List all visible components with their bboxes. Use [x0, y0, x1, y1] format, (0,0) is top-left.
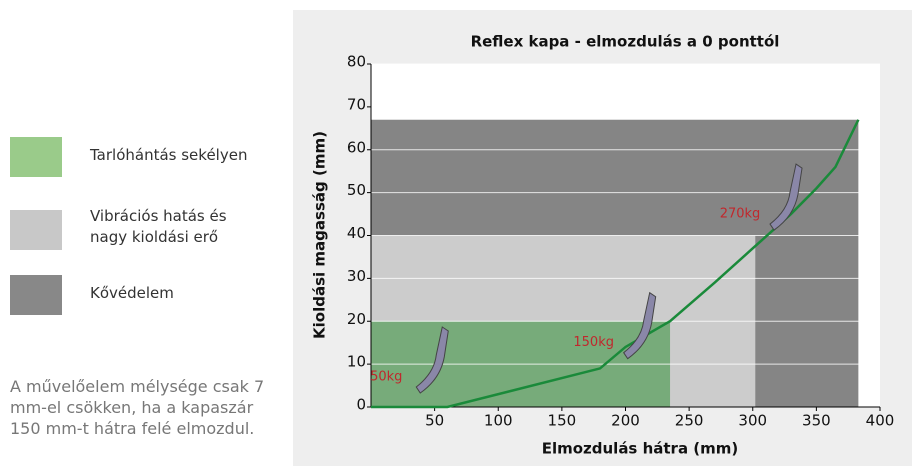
x-axis-label: Elmozdulás hátra (mm)	[542, 440, 739, 458]
y-tick-label: 40	[347, 224, 366, 242]
x-tick-label: 250	[675, 412, 704, 430]
y-tick-label: 20	[347, 310, 366, 328]
tine-icon	[623, 291, 657, 360]
y-tick-label: 60	[347, 138, 366, 156]
legend-label: Tarlóhántás sekélyen	[90, 146, 248, 164]
y-tick-label: 80	[347, 53, 366, 71]
x-tick-label: 200	[611, 412, 640, 430]
annotation: 270kg	[720, 207, 761, 222]
legend-swatch	[10, 210, 62, 250]
legend-label: Vibrációs hatás és nagy kioldási erő	[90, 207, 227, 246]
x-tick-label: 150	[548, 412, 577, 430]
note: A művelőelem mélysége csak 7 mm-el csökk…	[10, 377, 265, 438]
tine-icon	[769, 163, 803, 231]
y-tick-label: 70	[347, 95, 366, 113]
line	[371, 119, 860, 409]
legend-swatch	[10, 137, 62, 177]
y-tick-label: 30	[347, 267, 366, 285]
x-tick-label: 50	[425, 412, 444, 430]
y-tick-label: 0	[356, 396, 366, 414]
annotation: 50kg	[370, 369, 402, 384]
legend-label: Kővédelem	[90, 284, 174, 302]
legend-swatch	[10, 275, 62, 315]
chart-title: Reflex kapa - elmozdulás a 0 ponttól	[471, 33, 780, 51]
x-tick-label: 400	[866, 412, 895, 430]
y-tick-label: 50	[347, 181, 366, 199]
y-axis-label: Kioldási magasság (mm)	[311, 131, 329, 339]
annotation: 150kg	[573, 335, 614, 350]
tine-icon	[415, 326, 449, 394]
y-tick-label: 10	[347, 353, 366, 371]
x-tick-label: 100	[484, 412, 513, 430]
x-tick-label: 350	[802, 412, 831, 430]
x-tick-label: 300	[738, 412, 767, 430]
